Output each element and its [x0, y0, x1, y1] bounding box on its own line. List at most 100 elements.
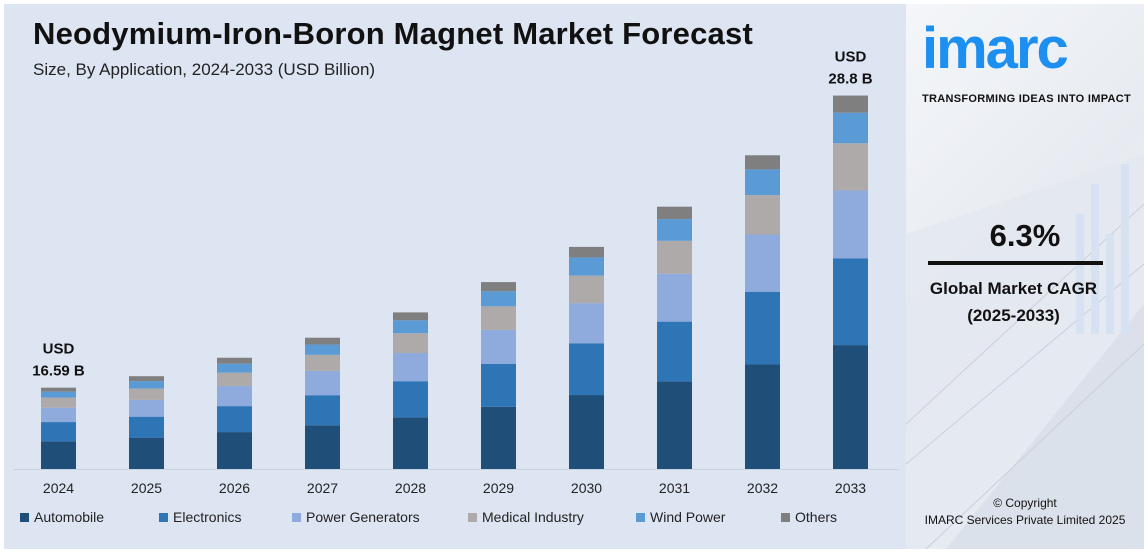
company-text: IMARC Services Private Limited 2025	[924, 513, 1126, 527]
side-panel	[906, 4, 1144, 549]
bar-segment-electronics-2029	[481, 363, 516, 407]
x-tick-label: 2024	[43, 480, 74, 496]
bar-segment-automobile-2024	[41, 441, 76, 469]
bar-segment-wind-power-2032	[745, 169, 780, 196]
bar-segment-power-generators-2026	[217, 385, 252, 407]
bar-segment-others-2026	[217, 357, 252, 364]
bar-segment-electronics-2033	[833, 258, 868, 346]
bar-segment-power-generators-2028	[393, 353, 428, 382]
legend-label: Automobile	[34, 509, 104, 525]
legend-swatch	[636, 513, 645, 522]
bar-segment-others-2031	[657, 206, 692, 220]
x-tick-label: 2031	[659, 480, 690, 496]
bar-segment-electronics-2032	[745, 291, 780, 365]
bar-segment-medical-industry-2028	[393, 333, 428, 353]
legend-swatch	[781, 513, 790, 522]
bar-segment-automobile-2031	[657, 381, 692, 469]
bar-segment-power-generators-2025	[129, 399, 164, 417]
x-tick-label: 2026	[219, 480, 250, 496]
imarc-logo: imarc	[922, 16, 1069, 81]
x-tick-label: 2027	[307, 480, 338, 496]
bar-segment-power-generators-2033	[833, 190, 868, 259]
bar-segment-electronics-2024	[41, 422, 76, 442]
chart-title: Neodymium-Iron-Boron Magnet Market Forec…	[33, 16, 753, 51]
total-label-value: 16.59 B	[32, 363, 85, 380]
bar-segment-medical-industry-2029	[481, 306, 516, 330]
x-tick-label: 2033	[835, 480, 866, 496]
bar-segment-electronics-2031	[657, 321, 692, 382]
bar-segment-medical-industry-2031	[657, 240, 692, 274]
legend-label: Medical Industry	[482, 509, 584, 525]
legend-label: Wind Power	[650, 509, 726, 525]
bar-segment-medical-industry-2024	[41, 397, 76, 408]
x-tick-label: 2025	[131, 480, 162, 496]
x-tick-label: 2030	[571, 480, 602, 496]
legend-label: Power Generators	[306, 509, 420, 525]
bar-segment-electronics-2030	[569, 343, 604, 396]
bar-segment-others-2033	[833, 95, 868, 113]
bar-segment-automobile-2025	[129, 437, 164, 469]
cagr-value: 6.3%	[989, 218, 1061, 253]
bar-segment-power-generators-2029	[481, 329, 516, 364]
legend-label: Others	[795, 509, 837, 525]
cagr-divider	[928, 261, 1103, 265]
total-label-currency: USD	[43, 341, 75, 358]
x-tick-label: 2028	[395, 480, 426, 496]
bar-segment-automobile-2029	[481, 406, 516, 469]
bar-segment-medical-industry-2025	[129, 388, 164, 400]
legend-swatch	[468, 513, 477, 522]
bar-segment-automobile-2032	[745, 364, 780, 469]
brand-tagline: TRANSFORMING IDEAS INTO IMPACT	[922, 93, 1132, 105]
copyright-text: © Copyright	[993, 496, 1057, 510]
bar-segment-power-generators-2032	[745, 234, 780, 292]
bar-segment-automobile-2028	[393, 417, 428, 469]
bar-segment-medical-industry-2032	[745, 195, 780, 235]
bar-segment-others-2025	[129, 376, 164, 382]
cagr-label: Global Market CAGR	[929, 279, 1098, 298]
bar-segment-wind-power-2025	[129, 381, 164, 389]
legend-swatch	[159, 513, 168, 522]
bar-segment-others-2030	[569, 246, 604, 258]
cagr-period: (2025-2033)	[967, 306, 1060, 325]
x-tick-label: 2029	[483, 480, 514, 496]
bar-segment-electronics-2026	[217, 406, 252, 433]
total-label-value: 28.8 B	[828, 71, 872, 88]
bar-segment-others-2024	[41, 387, 76, 392]
bar-segment-medical-industry-2027	[305, 354, 340, 371]
bar-segment-others-2028	[393, 312, 428, 321]
bar-segment-power-generators-2030	[569, 303, 604, 344]
bar-segment-wind-power-2027	[305, 344, 340, 355]
background-decoration	[906, 154, 1144, 549]
bar-segment-others-2027	[305, 337, 340, 345]
bar-segment-electronics-2025	[129, 416, 164, 438]
total-label-currency: USD	[835, 49, 867, 66]
bar-segment-automobile-2033	[833, 345, 868, 469]
bar-segment-wind-power-2029	[481, 291, 516, 307]
bar-segment-others-2029	[481, 282, 516, 292]
bar-segment-power-generators-2031	[657, 273, 692, 322]
legend-swatch	[292, 513, 301, 522]
bar-segment-wind-power-2028	[393, 320, 428, 334]
bar-segment-others-2032	[745, 155, 780, 170]
bar-segment-wind-power-2024	[41, 391, 76, 398]
bar-segment-wind-power-2026	[217, 363, 252, 373]
bar-segment-power-generators-2027	[305, 370, 340, 396]
bar-segment-electronics-2027	[305, 395, 340, 426]
bar-segment-medical-industry-2030	[569, 275, 604, 304]
chart-subtitle: Size, By Application, 2024-2033 (USD Bil…	[33, 60, 376, 79]
stacked-bar-chart: 2024 2025 2026 2027 2028 2029 2030 2031 2032 2033…	[14, 49, 899, 525]
bar-segment-medical-industry-2033	[833, 143, 868, 191]
legend-swatch	[20, 513, 29, 522]
bar-segment-wind-power-2030	[569, 257, 604, 276]
bar-segment-power-generators-2024	[41, 407, 76, 423]
bar-segment-wind-power-2033	[833, 112, 868, 144]
bar-segment-automobile-2027	[305, 425, 340, 469]
bar-segment-medical-industry-2026	[217, 372, 252, 386]
bar-segment-wind-power-2031	[657, 219, 692, 241]
bar-segment-electronics-2028	[393, 381, 428, 418]
bar-segment-automobile-2030	[569, 395, 604, 469]
x-tick-label: 2032	[747, 480, 778, 496]
bar-segment-automobile-2026	[217, 432, 252, 469]
legend-label: Electronics	[173, 509, 241, 525]
